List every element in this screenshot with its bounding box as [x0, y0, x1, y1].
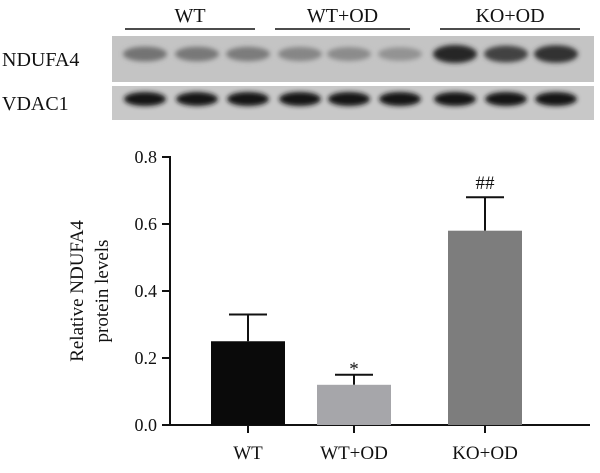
blot-group-label-wt: WT	[174, 5, 205, 27]
band-ndufa4-lane-6	[378, 47, 422, 61]
ndufa4-bands	[123, 45, 578, 63]
y-tick-label-0-6: 0.6	[135, 214, 158, 234]
blot-row-label-vdac1: VDAC1	[2, 93, 69, 115]
band-vdac1-lane-2	[176, 92, 218, 106]
bar-ko-od	[448, 230, 522, 425]
band-vdac1-lane-7	[434, 91, 476, 107]
x-axis: WT WT+OD KO+OD	[170, 424, 590, 464]
band-ndufa4-lane-4	[278, 47, 322, 61]
band-ndufa4-lane-3	[226, 46, 270, 62]
bars: * ##	[211, 173, 522, 425]
significance-marker-wt-od: *	[349, 359, 359, 380]
band-vdac1-lane-5	[328, 91, 370, 107]
blot-group-headers: WT WT+OD KO+OD	[125, 5, 580, 30]
y-tick-label-0-0: 0.0	[135, 415, 158, 435]
band-vdac1-lane-6	[379, 92, 421, 106]
x-tick-label-ko-od: KO+OD	[452, 443, 518, 464]
x-tick-label-wt-od: WT+OD	[320, 443, 388, 464]
y-tick-label-0-2: 0.2	[135, 348, 158, 368]
band-ndufa4-lane-9	[534, 45, 578, 63]
bar-wt-od	[317, 384, 391, 425]
bar-wt	[211, 341, 285, 425]
y-axis-label-line-1: Relative NDUFA4	[67, 220, 88, 362]
y-tick-label-0-4: 0.4	[135, 281, 158, 301]
vdac1-bands	[124, 91, 577, 107]
x-tick-label-wt: WT	[233, 443, 263, 464]
y-axis-label-line-2: protein levels	[92, 240, 113, 343]
western-blot-panel: WT WT+OD KO+OD NDUFA4 VDAC1	[2, 5, 594, 120]
band-ndufa4-lane-2	[175, 46, 219, 62]
band-ndufa4-lane-5	[327, 47, 371, 61]
band-ndufa4-lane-1	[123, 46, 167, 62]
band-ndufa4-lane-8	[484, 45, 528, 63]
significance-marker-ko-od: ##	[476, 173, 496, 194]
bar-chart: Relative NDUFA4 protein levels 0.0 0.2 0.4…	[67, 147, 590, 464]
band-vdac1-lane-9	[535, 92, 577, 106]
band-vdac1-lane-1	[124, 91, 166, 107]
band-ndufa4-lane-7	[433, 45, 477, 63]
y-axis: 0.0 0.2 0.4 0.6 0.8	[135, 147, 171, 435]
blot-group-label-wt-od: WT+OD	[307, 5, 378, 27]
y-tick-label-0-8: 0.8	[135, 147, 158, 167]
band-vdac1-lane-3	[227, 92, 269, 106]
blot-group-label-ko-od: KO+OD	[475, 5, 544, 27]
band-vdac1-lane-8	[485, 91, 527, 107]
blot-row-label-ndufa4: NDUFA4	[2, 49, 79, 71]
band-vdac1-lane-4	[279, 91, 321, 107]
